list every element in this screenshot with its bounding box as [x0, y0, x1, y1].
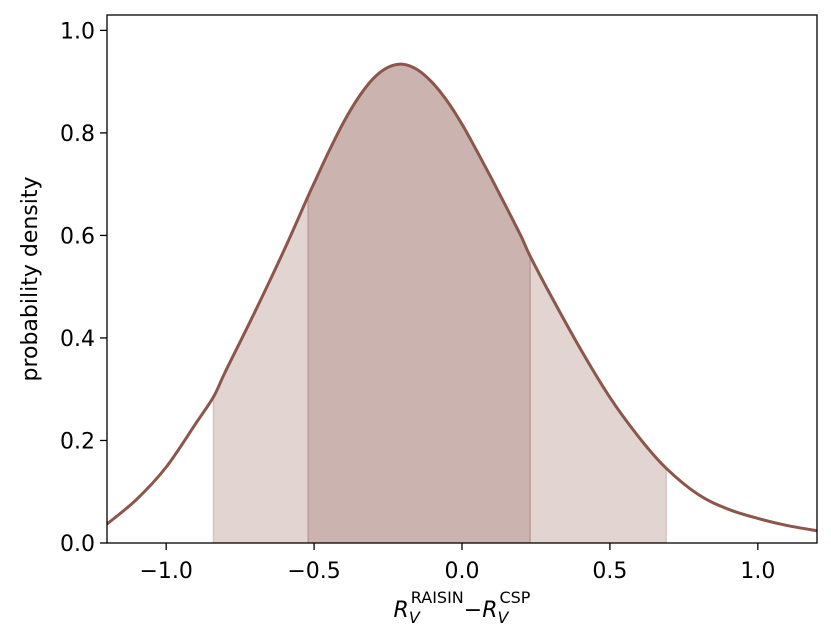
x-tick-label: 0.5 — [592, 559, 627, 584]
x-tick-label: 0.0 — [445, 559, 480, 584]
y-tick-label: 0.6 — [60, 224, 95, 249]
x-tick-label: −0.5 — [287, 559, 340, 584]
y-tick-label: 0.2 — [60, 429, 95, 454]
y-tick-label: 0.0 — [60, 532, 95, 557]
x-axis-ticks: −1.0 −0.5 0.0 0.5 1.0 — [139, 543, 775, 584]
y-tick-label: 0.4 — [60, 327, 95, 352]
interval-edge-lines — [212, 195, 667, 543]
credible-interval-fills — [213, 64, 667, 544]
x-tick-label: −1.0 — [139, 559, 192, 584]
y-axis-ticks: 0.0 0.2 0.4 0.6 0.8 1.0 — [60, 19, 107, 557]
density-curve — [106, 62, 818, 533]
y-tick-label: 1.0 — [60, 19, 95, 44]
y-axis-label: probability density — [18, 176, 43, 381]
y-tick-label: 0.8 — [60, 122, 95, 147]
x-tick-label: 1.0 — [740, 559, 775, 584]
x-axis-label: RVRAISIN−RVCSP — [394, 588, 531, 627]
inner-interval-area — [308, 64, 531, 544]
